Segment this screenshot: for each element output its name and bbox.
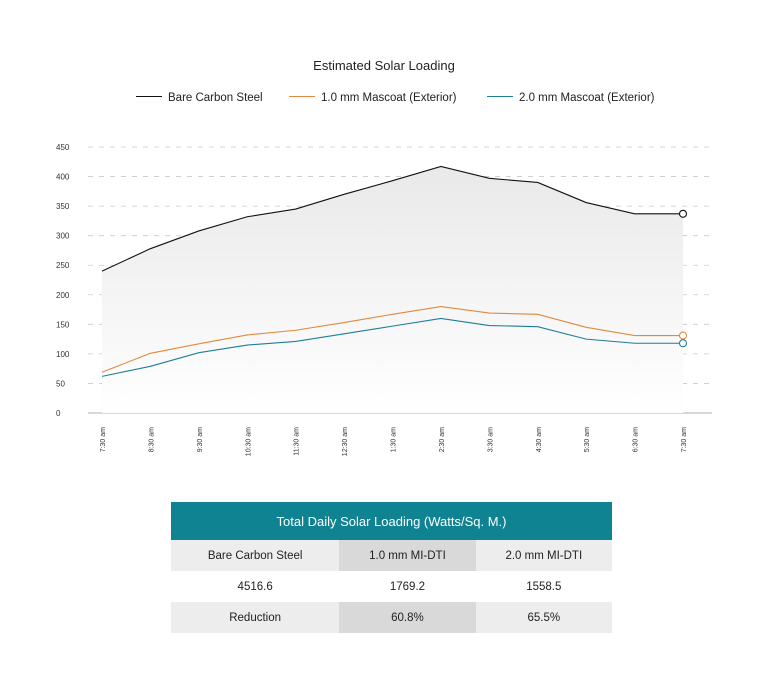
legend-item-2mm-mascoat: 2.0 mm Mascoat (Exterior) [487,92,654,104]
y-tick-label: 250 [56,261,70,270]
summary-table: Total Daily Solar Loading (Watts/Sq. M.)… [171,502,612,633]
x-tick-label: 12:30 am [342,427,349,456]
y-tick-label: 150 [56,320,70,329]
legend-swatch-teal [487,96,513,98]
x-tick-label: 7:30 am [681,427,688,452]
legend-swatch-orange [289,96,315,98]
x-tick-label: 10:30 am [245,427,252,456]
line-chart: 0 50 100 150 200 250 300 350 400 450 7:30 am 8:30 a… [56,143,712,456]
series-line-0 [101,165,683,272]
y-tick-label: 50 [56,379,65,388]
x-tick-label: 1:30 am [391,427,398,452]
y-tick-label: 100 [56,350,70,359]
x-tick-label: 4:30 am [536,427,543,452]
y-tick-label: 0 [56,409,61,418]
table-row: Reduction 60.8% 65.5% [171,602,612,633]
table-cell: 1769.2 [339,571,476,602]
y-tick-label: 300 [56,232,70,241]
x-tick-label: 9:30 am [197,427,204,452]
x-tick-label: 8:30 am [148,427,155,452]
table-title: Total Daily Solar Loading (Watts/Sq. M.) [171,502,612,540]
legend-item-1mm-mascoat: 1.0 mm Mascoat (Exterior) [289,92,456,104]
y-tick-label: 400 [56,173,70,182]
series-end-marker-2 [678,339,688,348]
series-end-marker-1 [678,331,688,340]
chart-title: Estimated Solar Loading [313,58,455,73]
series-end-marker-0 [678,209,688,218]
table-cell: 1558.5 [475,571,612,602]
table-header-row: Bare Carbon Steel 1.0 mm MI-DTI 2.0 mm M… [171,540,612,571]
area-fill [102,166,683,413]
x-tick-label: 2:30 am [439,427,446,452]
y-tick-label: 200 [56,291,70,300]
table-header-cell: 2.0 mm MI-DTI [475,540,612,571]
table-cell: 4516.6 [171,571,340,602]
series-line-2 [101,317,683,377]
legend-item-bare-carbon-steel: Bare Carbon Steel [136,92,263,104]
table-cell: Reduction [171,602,340,633]
legend: Bare Carbon Steel 1.0 mm Mascoat (Exteri… [0,92,768,106]
table-row: 4516.6 1769.2 1558.5 [171,571,612,602]
table-cell: 60.8% [339,602,476,633]
x-tick-label: 6:30 am [633,427,640,452]
table-header-cell: 1.0 mm MI-DTI [339,540,476,571]
y-tick-label: 450 [56,143,70,152]
legend-label: Bare Carbon Steel [168,92,263,104]
x-tick-label: 11:30 am [294,427,301,456]
x-tick-label: 3:30 am [487,427,494,452]
x-tick-label: 7:30 am [100,427,107,452]
table-cell: 65.5% [475,602,612,633]
legend-label: 2.0 mm Mascoat (Exterior) [519,92,655,104]
x-tick-label: 5:30 am [584,427,591,452]
y-tick-label: 350 [56,202,70,211]
legend-label: 1.0 mm Mascoat (Exterior) [321,92,457,104]
series-line-1 [101,306,683,373]
table-header-cell: Bare Carbon Steel [171,540,340,571]
legend-swatch-black [136,96,162,98]
